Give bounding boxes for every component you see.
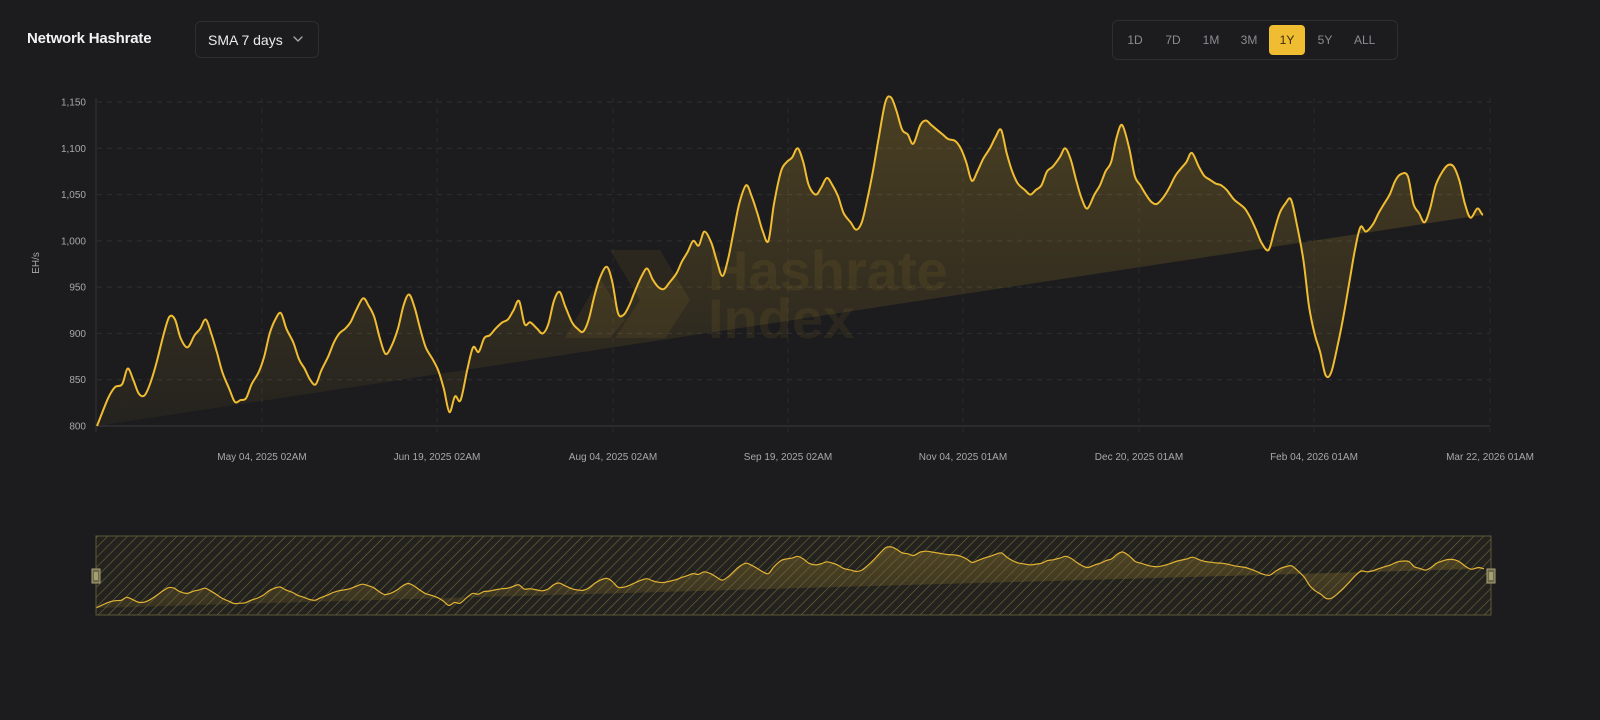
navigator-right-handle[interactable] [1486,568,1496,584]
time-range-selector: 1D 7D 1M 3M 1Y 5Y ALL [1112,20,1398,60]
x-tick-label: Jun 19, 2025 02AM [394,452,481,463]
hashrate-area [97,96,1483,426]
range-button-all[interactable]: ALL [1354,33,1376,47]
chevron-down-icon [293,36,303,42]
y-tick-label: 1,050 [61,190,86,201]
x-tick-label: May 04, 2025 02AM [217,452,307,463]
y-axis: 800 850 900 950 1,000 1,050 1,100 1,150 [61,98,86,433]
x-tick-label: Mar 22, 2026 01AM [1446,452,1534,463]
range-navigator[interactable] [91,535,1496,616]
sma-period-value: SMA 7 days [208,31,283,48]
range-button-7d[interactable]: 7D [1165,33,1181,47]
x-tick-label: Sep 19, 2025 02AM [744,452,832,463]
range-button-5y[interactable]: 5Y [1317,33,1333,47]
chart-grid [95,98,1491,432]
y-tick-label: 900 [69,329,86,340]
y-tick-label: 1,000 [61,236,86,247]
range-button-1m[interactable]: 1M [1202,33,1220,47]
y-tick-label: 850 [69,375,86,386]
y-tick-label: 800 [69,422,86,433]
x-tick-label: Dec 20, 2025 01AM [1095,452,1183,463]
hashrate-line [96,95,1484,427]
y-tick-label: 1,100 [61,144,86,155]
x-axis: May 04, 2025 02AM Jun 19, 2025 02AM Aug 04… [217,452,1534,463]
page-title: Network Hashrate [27,30,152,47]
y-tick-label: 1,150 [61,98,86,109]
x-tick-label: Feb 04, 2026 01AM [1270,452,1358,463]
x-tick-label: Nov 04, 2025 01AM [919,452,1007,463]
navigator-line [95,546,1485,609]
range-button-1y[interactable]: 1Y [1269,25,1305,55]
x-tick-label: Aug 04, 2025 02AM [569,452,657,463]
range-button-3m[interactable]: 3M [1240,33,1258,47]
range-button-1d[interactable]: 1D [1127,33,1143,47]
navigator-left-handle[interactable] [91,568,101,584]
y-tick-label: 950 [69,283,86,294]
sma-period-dropdown[interactable]: SMA 7 days [195,21,319,58]
y-axis-label: EH/s [31,252,42,274]
